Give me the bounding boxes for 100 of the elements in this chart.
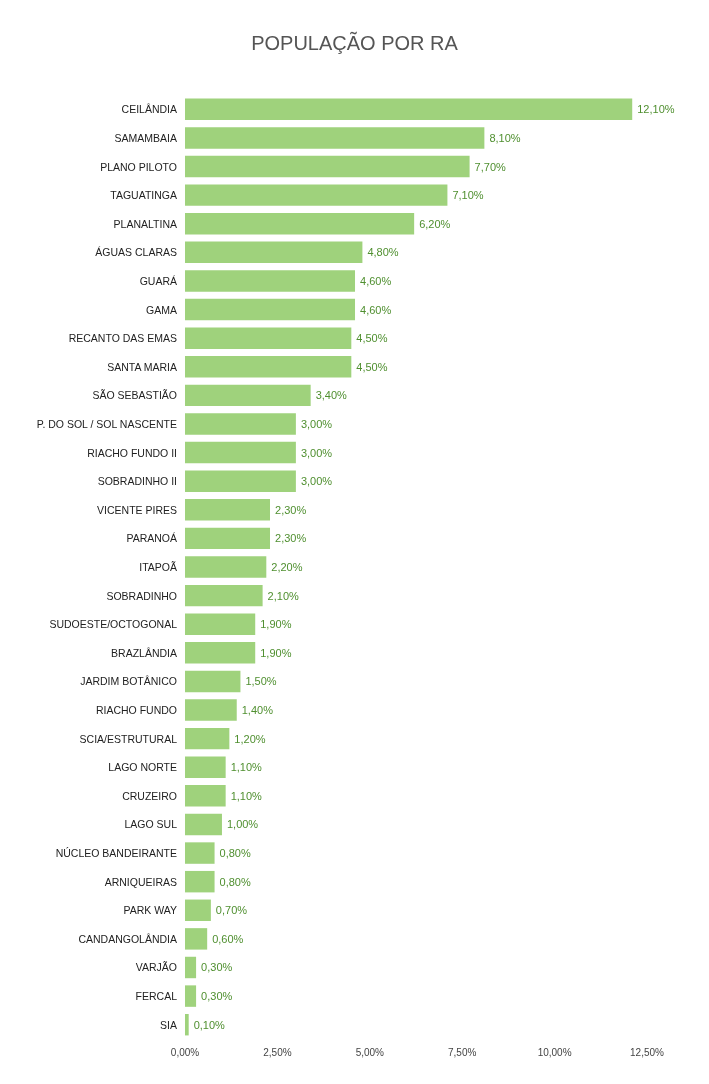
bar	[185, 899, 211, 921]
bar	[185, 813, 222, 836]
data-label: 0,70%	[215, 904, 248, 917]
bar	[185, 985, 197, 1007]
bar	[185, 642, 256, 664]
y-tick-label: PLANALTINA	[113, 217, 177, 230]
bar	[185, 928, 208, 950]
bar	[185, 613, 256, 635]
bar	[185, 270, 356, 292]
data-label: 3,00%	[300, 417, 333, 430]
y-tick-label: PARK WAY	[123, 904, 177, 917]
y-tick-label: P. DO SOL / SOL NASCENTE	[36, 417, 177, 430]
y-tick-label: TAGUATINGA	[110, 189, 177, 202]
data-label: 0,30%	[201, 990, 233, 1003]
bar	[185, 98, 633, 121]
y-tick-label: VICENTE PIRES	[97, 503, 177, 516]
data-label: 1,10%	[230, 789, 263, 802]
y-tick-label: PARANOÁ	[126, 532, 177, 545]
x-tick-label: 10,00%	[537, 1046, 572, 1058]
bar	[185, 470, 296, 492]
bar	[185, 756, 226, 778]
data-label: 2,30%	[275, 532, 307, 545]
data-label: 0,60%	[212, 932, 244, 945]
y-tick-label: SOBRADINHO	[106, 589, 177, 602]
y-tick-label: LAGO NORTE	[108, 761, 177, 774]
x-tick-label: 0,00%	[170, 1046, 200, 1058]
bar	[185, 870, 215, 893]
data-label: 1,20%	[234, 732, 266, 745]
bar	[185, 699, 237, 721]
bar	[185, 327, 352, 349]
data-label: 1,10%	[230, 761, 263, 774]
data-label: 2,10%	[267, 589, 300, 602]
y-tick-label: FERCAL	[135, 990, 178, 1003]
data-label: 0,10%	[193, 1018, 226, 1031]
data-label: 6,20%	[419, 217, 451, 230]
y-tick-label: SUDOESTE/OCTOGONAL	[49, 618, 178, 631]
y-tick-label: PLANO PILOTO	[100, 160, 177, 173]
bar	[185, 785, 226, 807]
y-tick-label: NÚCLEO BANDEIRANTE	[55, 847, 177, 860]
y-tick-label: RIACHO FUNDO	[95, 704, 177, 717]
data-label: 7,10%	[452, 189, 484, 202]
data-label: 4,80%	[367, 246, 399, 259]
bar	[185, 384, 311, 407]
data-label: 3,00%	[300, 475, 333, 488]
data-label: 1,00%	[226, 818, 259, 831]
bar	[185, 527, 271, 550]
bar	[185, 155, 470, 178]
x-tick-label: 12,50%	[630, 1046, 665, 1058]
y-tick-label: RIACHO FUNDO II	[87, 446, 177, 459]
y-tick-label: SÃO SEBASTIÃO	[92, 389, 177, 402]
y-tick-label: RECANTO DAS EMAS	[68, 332, 177, 345]
bar	[185, 556, 267, 578]
data-label: 1,50%	[245, 675, 277, 688]
data-label: 8,10%	[489, 131, 521, 144]
bar	[185, 127, 485, 149]
y-tick-label: ARNIQUEIRAS	[104, 875, 177, 888]
bar	[185, 1013, 189, 1036]
y-tick-label: SIA	[160, 1018, 177, 1031]
data-label: 12,10%	[637, 103, 675, 116]
data-label: 0,80%	[219, 875, 251, 888]
data-label: 1,40%	[241, 704, 274, 717]
data-label: 3,40%	[315, 389, 348, 402]
y-tick-label: ITAPOÃ	[139, 561, 177, 573]
bar	[185, 584, 263, 607]
data-label: 1,90%	[260, 618, 292, 631]
y-tick-label: CRUZEIRO	[122, 789, 177, 802]
y-tick-label: CEILÂNDIA	[121, 103, 177, 116]
bar	[185, 298, 356, 321]
data-label: 1,90%	[260, 646, 292, 659]
bar	[185, 356, 352, 378]
x-tick-label: 7,50%	[448, 1046, 477, 1058]
bar	[185, 184, 448, 206]
data-label: 0,30%	[201, 961, 233, 974]
y-tick-label: LAGO SUL	[124, 818, 178, 831]
data-label: 4,60%	[360, 303, 392, 316]
y-tick-label: VARJÃO	[135, 961, 177, 974]
bar	[185, 499, 271, 521]
bar	[185, 213, 415, 235]
data-label: 4,50%	[356, 332, 388, 345]
y-tick-label: SANTA MARIA	[107, 360, 177, 373]
bar	[185, 842, 215, 864]
y-tick-label: CANDANGOLÂNDIA	[78, 932, 177, 945]
bar	[185, 727, 230, 750]
y-tick-label: JARDIM BOTÂNICO	[80, 675, 177, 688]
x-tick-label: 5,00%	[355, 1046, 385, 1058]
y-tick-label: BRAZLÂNDIA	[111, 646, 177, 659]
y-tick-label: SOBRADINHO II	[97, 475, 177, 488]
bar	[185, 241, 363, 264]
x-tick-label: 2,50%	[263, 1046, 292, 1058]
data-label: 2,20%	[271, 561, 303, 573]
bar	[185, 956, 197, 979]
bar	[185, 670, 241, 693]
y-tick-label: ÁGUAS CLARAS	[95, 246, 177, 259]
data-label: 3,00%	[300, 446, 333, 459]
bar	[185, 441, 296, 464]
data-label: 4,50%	[356, 360, 388, 373]
data-label: 2,30%	[275, 503, 307, 516]
y-tick-label: GUARÁ	[139, 274, 177, 287]
data-label: 4,60%	[360, 274, 392, 287]
y-tick-label: SCIA/ESTRUTURAL	[79, 732, 178, 745]
